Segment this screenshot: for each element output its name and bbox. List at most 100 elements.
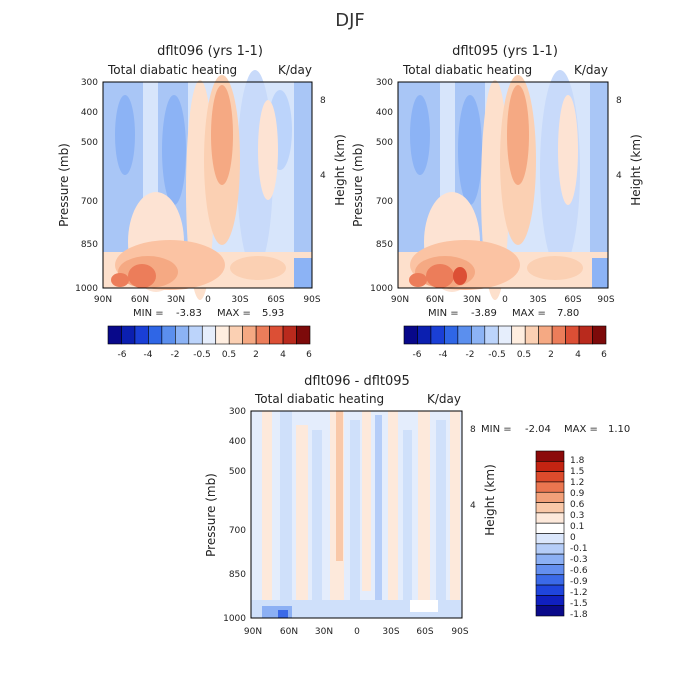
panel1-max-label: MAX = (217, 308, 251, 319)
panel3-colorbar-swatch (535, 584, 565, 596)
panel2-stats: MIN = -3.89 MAX = 7.80 (428, 308, 579, 319)
panel1-y-ticks: 300 400 500 700 850 1000 (75, 78, 98, 294)
panel2-ylabel: Pressure (mb) (351, 143, 365, 227)
panel1-cb-label: 6 (306, 350, 312, 360)
panel1-subtitle-right: K/day (278, 63, 312, 77)
panel3-cb-label: 1.2 (570, 478, 584, 488)
panel3-cb-label: -0.6 (570, 566, 588, 576)
panel3-colorbar-swatch (535, 502, 565, 514)
panel3-ytick-1000: 1000 (223, 614, 246, 624)
panel2-y-right-ticks: 8 4 (616, 96, 622, 181)
panel3-title: dflt096 - dflt095 (304, 374, 410, 389)
panel2-cb-label: 0.5 (517, 350, 531, 360)
panel3-max-value: 1.10 (608, 424, 630, 435)
panel1-xtick-60S: 60S (267, 295, 284, 305)
panel3-x-ticks: 90N 60N 30N 0 30S 60S 90S (244, 627, 469, 637)
panel3-ylabel: Pressure (mb) (204, 473, 218, 557)
panel2-xtick-60S: 60S (564, 295, 581, 305)
panel2-ytick-500: 500 (376, 138, 393, 148)
panel1-y-right-ticks: 8 4 (320, 96, 326, 181)
panel3-cb-label: 0.1 (570, 522, 584, 532)
panel3-colorbar-labels: 1.8 1.5 1.2 0.9 0.6 0.3 0.1 0 -0.1 -0.3 … (570, 456, 588, 620)
panel2-xtick-90S: 90S (597, 295, 614, 305)
panel3-cb-label: -1.5 (570, 599, 588, 609)
panel1-xtick-60N: 60N (131, 295, 149, 305)
panel3-min-value: -2.04 (525, 424, 551, 435)
panel3-cb-label: -0.1 (570, 544, 588, 554)
panel2-cb-label: -2 (466, 350, 475, 360)
panel1-cb-label: 0.5 (222, 350, 236, 360)
panel3-cb-label: 0.9 (570, 489, 585, 499)
panel2-ytick-1000: 1000 (370, 284, 393, 294)
panel1-min-label: MIN = (133, 308, 164, 319)
panel1-min-value: -3.83 (176, 308, 202, 319)
panel3-colorbar-swatch (535, 491, 565, 503)
panel3-colorbar (535, 450, 565, 617)
panel1-cb-label: -2 (171, 350, 180, 360)
panel3-colorbar-swatch (535, 471, 565, 483)
panel1-ytick-500: 500 (81, 138, 98, 148)
panel2-xtick-60N: 60N (426, 295, 444, 305)
panel3-colorbar-swatch (535, 543, 565, 555)
panel2-xtick-90N: 90N (391, 295, 409, 305)
panel3-ytick-700: 700 (229, 526, 246, 536)
panel1-cb-label: 2 (253, 350, 259, 360)
panel3-colorbar-swatch (535, 512, 565, 524)
panel2-max-value: 7.80 (557, 308, 579, 319)
panel2-cb-label: -0.5 (488, 350, 506, 360)
panel2-colorbar-labels: -6 -4 -2 -0.5 0.5 2 4 6 (413, 350, 608, 360)
panel3-cb-label: -1.8 (570, 610, 588, 620)
panel2-cb-label: 2 (548, 350, 554, 360)
panel3-ytick-400: 400 (229, 437, 246, 447)
panel3-colorbar-swatch (535, 533, 565, 545)
panel3-subtitle-left: Total diabatic heating (254, 392, 384, 406)
panel3-cb-label: 0.6 (570, 500, 585, 510)
panel1-x-ticks: 90N 60N 30N 0 30S 60S 90S (94, 295, 321, 305)
panel3-cb-label: 1.8 (570, 456, 585, 466)
panel2-colorbar-swatch (592, 325, 607, 345)
panel2-y-ticks: 300 400 500 700 850 1000 (370, 78, 393, 294)
panel3-height-4: 4 (470, 501, 476, 511)
panel3-y-right-ticks: 8 4 (470, 425, 476, 511)
panel3-xtick-90N: 90N (244, 627, 262, 637)
panel1-cb-label: -0.5 (193, 350, 211, 360)
panel1-xtick-30S: 30S (231, 295, 248, 305)
panel1-subtitle-left: Total diabatic heating (107, 63, 237, 77)
panel3-colorbar-swatch (535, 450, 565, 462)
panel1-colorbar-labels: -6 -4 -2 -0.5 0.5 2 4 6 (118, 350, 313, 360)
panel2-min-value: -3.89 (471, 308, 497, 319)
panel2-heatmap (398, 70, 608, 300)
panel3-xtick-30N: 30N (315, 627, 333, 637)
panel1-max-value: 5.93 (262, 308, 284, 319)
panel2-colorbar (403, 325, 607, 345)
panel3-cb-label: 0.3 (570, 511, 584, 521)
panel3-xtick-90S: 90S (451, 627, 468, 637)
panel2-subtitle-left: Total diabatic heating (402, 63, 532, 77)
panel1-ytick-1000: 1000 (75, 284, 98, 294)
panel3-colorbar-swatch (535, 605, 565, 617)
panel3-xtick-30S: 30S (382, 627, 399, 637)
panel2-height-4: 4 (616, 171, 622, 181)
panel3-subtitle-right: K/day (427, 392, 461, 406)
panel3-colorbar-swatch (535, 564, 565, 576)
panel2-ytick-400: 400 (376, 108, 393, 118)
panel2-title: dflt095 (yrs 1-1) (452, 44, 558, 59)
panel1-ytick-700: 700 (81, 197, 98, 207)
panel2-xtick-0: 0 (502, 295, 508, 305)
panel2-cb-label: 6 (601, 350, 607, 360)
panel1-ytick-850: 850 (81, 240, 98, 250)
panel3-colorbar-swatch (535, 461, 565, 472)
panel1-xtick-90S: 90S (303, 295, 320, 305)
panel2-max-label: MAX = (512, 308, 546, 319)
panel3-xtick-0: 0 (354, 627, 360, 637)
panel3-colorbar-swatch (535, 574, 565, 586)
panel1-xtick-0: 0 (205, 295, 211, 305)
panel1-ylabel: Pressure (mb) (57, 143, 71, 227)
panel3-cb-label: -1.2 (570, 588, 588, 598)
panel3-ytick-850: 850 (229, 570, 246, 580)
panel3-xtick-60N: 60N (280, 627, 298, 637)
panel3-min-label: MIN = (481, 424, 512, 435)
